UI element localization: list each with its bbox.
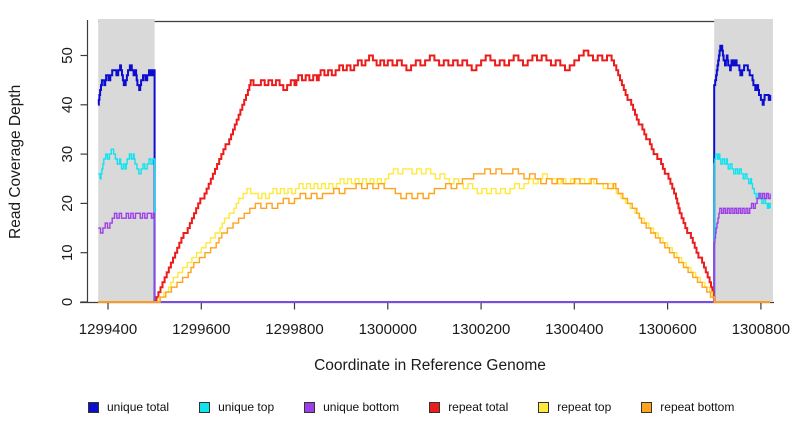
- x-tick-label: 1299400: [79, 321, 137, 338]
- x-tick-label: 1300600: [638, 321, 696, 338]
- legend-swatch: [429, 401, 441, 413]
- y-tick-label: 40: [59, 96, 76, 113]
- series-line-unique-top: [98, 148, 771, 303]
- legend-item-repeat-top: repeat top: [538, 400, 611, 414]
- series-line-unique-total: [97, 44, 772, 303]
- coverage-chart-svg: 1299400 1299600 1299800 1300000 1300200 13004…: [59, 19, 790, 338]
- legend-label: repeat top: [557, 400, 612, 414]
- legend-item-unique-total: unique total: [88, 400, 169, 414]
- legend-swatch: [304, 401, 316, 413]
- legend-item-repeat-total: repeat total: [429, 400, 508, 414]
- legend-swatch: [538, 401, 550, 413]
- y-axis-title: Read Coverage Depth: [7, 84, 24, 240]
- series-line-unique-bottom: [98, 192, 771, 303]
- series-line-repeat-total: [98, 49, 771, 303]
- x-tick-label: 1299600: [172, 321, 230, 338]
- legend-swatch: [88, 401, 99, 413]
- x-tick-label: 1300000: [359, 321, 417, 338]
- legend-label: unique total: [107, 400, 170, 414]
- x-tick-label: 1299800: [265, 321, 323, 338]
- y-tick-label: 0: [59, 298, 76, 306]
- x-tick-label: 1300400: [545, 321, 603, 338]
- legend: unique total unique top unique bottom repea…: [88, 400, 734, 414]
- legend-swatch: [641, 401, 653, 413]
- x-tick-label: 1300800: [732, 321, 790, 338]
- legend-label: unique bottom: [323, 400, 400, 414]
- y-tick-label: 20: [59, 195, 76, 212]
- legend-label: unique top: [218, 400, 275, 414]
- series-line-repeat-top: [98, 168, 771, 303]
- legend-swatch: [199, 401, 211, 413]
- legend-label: repeat total: [448, 400, 509, 414]
- legend-item-repeat-bottom: repeat bottom: [641, 400, 734, 414]
- y-tick-label: 30: [59, 146, 76, 163]
- y-tick-label: 50: [59, 47, 76, 64]
- legend-item-unique-top: unique top: [199, 400, 274, 414]
- y-tick-label: 10: [59, 244, 76, 261]
- x-tick-label: 1300200: [452, 321, 510, 338]
- x-axis-title: Coordinate in Reference Genome: [314, 357, 546, 374]
- legend-label: repeat bottom: [660, 400, 735, 414]
- legend-item-unique-bottom: unique bottom: [304, 400, 399, 414]
- series-line-repeat-bottom: [98, 168, 771, 303]
